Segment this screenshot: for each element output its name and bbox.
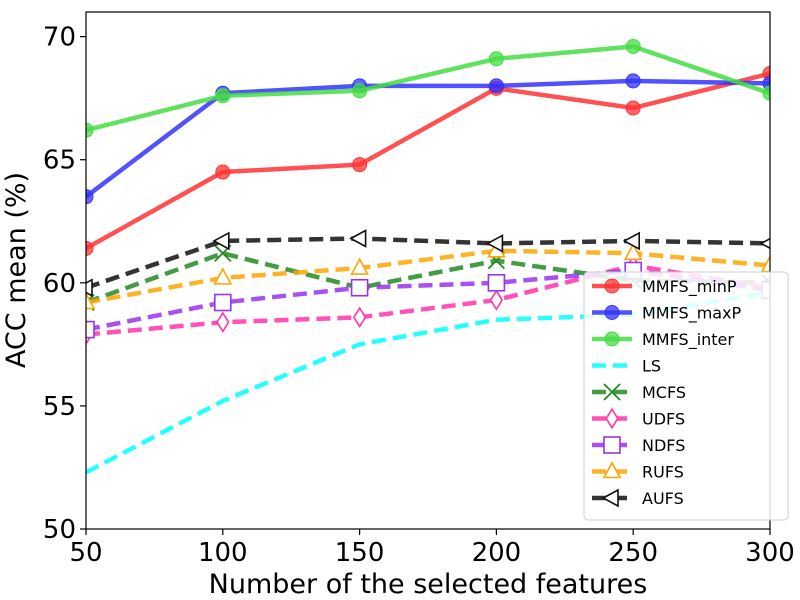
y-tick-label: 70 <box>43 23 76 53</box>
legend-label: AUFS <box>642 489 684 508</box>
legend-item-ndfs: NDFS <box>592 436 685 455</box>
legend-marker <box>604 331 620 347</box>
series-line-mmfs-inter <box>86 44 770 133</box>
legend-item-rufs: RUFS <box>592 461 684 482</box>
series-rufs <box>86 240 770 310</box>
x-tick-label: 300 <box>745 538 795 568</box>
data-point-aufs <box>485 234 504 253</box>
data-point-mmfs-maxp <box>625 73 641 89</box>
data-point-ndfs <box>214 293 232 312</box>
plot-frame <box>85 11 771 530</box>
data-point-mmfs-inter <box>488 51 504 67</box>
legend-marker <box>602 461 622 479</box>
x-tick-label: 250 <box>608 538 658 568</box>
data-point-udfs <box>489 289 504 311</box>
series-aufs <box>86 229 770 298</box>
data-point-udfs <box>216 311 230 333</box>
series-line-mmfs-maxp <box>86 78 770 199</box>
legend-item-mcfs: MCFS <box>592 383 686 402</box>
legend-item-aufs: AUFS <box>592 488 684 508</box>
x-tick-label: 100 <box>198 538 248 568</box>
legend-label: MMFS_inter <box>642 330 734 350</box>
series-line-aufs <box>86 236 770 290</box>
series-line-rufs <box>86 248 770 305</box>
data-point-mmfs-maxp <box>488 78 504 94</box>
data-point-udfs <box>352 306 367 328</box>
legend-item-mmfs-maxp: MMFS_maxP <box>592 304 742 324</box>
legend: MMFS_minP MMFS_maxP MMFS_inter LS MCFS UDFS ND… <box>583 271 789 521</box>
data-point-ndfs <box>350 278 369 297</box>
legend-label: RUFS <box>642 463 684 482</box>
legend-label: LS <box>642 357 661 376</box>
series-line-mmfs-minp <box>86 71 770 251</box>
legend-item-mmfs-inter: MMFS_inter <box>592 330 734 350</box>
legend-item-ls: LS <box>592 357 661 376</box>
data-point-mmfs-inter <box>215 88 231 104</box>
data-point-rufs <box>760 255 770 273</box>
legend-marker <box>601 488 619 508</box>
data-point-aufs <box>212 231 230 251</box>
data-point-mmfs-minp <box>86 240 94 256</box>
legend-marker <box>603 383 621 401</box>
y-tick-label: 55 <box>43 392 76 422</box>
data-point-rufs <box>86 292 96 310</box>
data-point-rufs <box>623 242 643 261</box>
x-tick-label: 50 <box>69 538 102 568</box>
legend-box <box>583 271 789 521</box>
legend-item-mmfs-minp: MMFS_minP <box>592 277 737 297</box>
data-point-mmfs-minp <box>625 100 641 116</box>
legend-marker <box>604 305 620 320</box>
legend-label: MMFS_minP <box>642 277 737 297</box>
y-tick-label: 65 <box>43 146 76 176</box>
legend-item-udfs: UDFS <box>592 407 685 430</box>
legend-label: MCFS <box>642 383 686 402</box>
y-tick-label: 50 <box>43 515 76 545</box>
legend-marker <box>605 407 619 430</box>
legend-marker <box>603 436 621 454</box>
data-point-ndfs <box>86 320 95 339</box>
data-point-mmfs-inter <box>352 83 368 99</box>
data-point-ndfs <box>487 274 506 292</box>
data-point-mmfs-inter <box>762 85 770 101</box>
y-tick-label: 60 <box>43 269 76 299</box>
data-point-aufs <box>759 237 770 250</box>
series-line-udfs <box>86 263 770 337</box>
y-axis-title: ACC mean (%) <box>1 172 32 368</box>
legend-label: UDFS <box>642 410 685 429</box>
legend-marker <box>604 278 620 294</box>
x-tick-label: 200 <box>472 538 522 568</box>
y-axis: 50 55 60 65 70 <box>43 23 86 545</box>
data-point-mmfs-minp <box>215 164 231 180</box>
data-point-mmfs-maxp <box>86 189 94 205</box>
data-point-aufs <box>622 231 640 251</box>
data-point-aufs <box>349 229 367 248</box>
data-point-aufs <box>86 278 93 298</box>
data-point-rufs <box>213 267 233 285</box>
data-point-rufs <box>350 257 369 275</box>
x-axis-title: Number of the selected features <box>209 569 648 600</box>
data-point-mmfs-minp <box>352 157 368 173</box>
x-axis: 50 100 150 200 250 300 <box>69 529 795 568</box>
legend-label: NDFS <box>642 436 685 455</box>
data-point-mmfs-inter <box>86 122 94 138</box>
x-tick-label: 150 <box>335 538 385 568</box>
data-point-mmfs-inter <box>625 38 641 54</box>
series-mmfs-inter <box>86 38 770 138</box>
legend-label: MMFS_maxP <box>642 304 742 324</box>
